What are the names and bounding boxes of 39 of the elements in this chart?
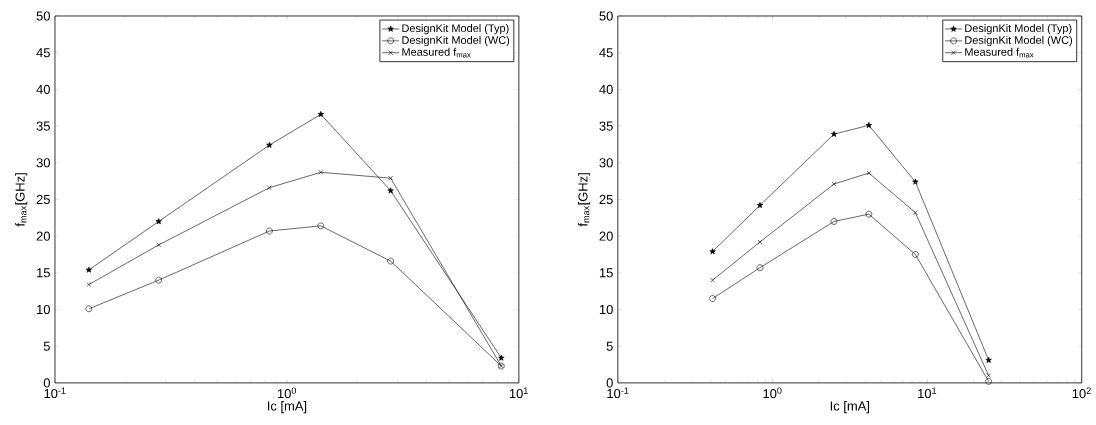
y-axis-title: f$_{max}$[GHz] [578,173,591,227]
x-tick-label: 10$^{0}$ [763,387,782,399]
y-tick-label: 25 [36,194,50,205]
legend-label: Measured f$_{max}$ [965,47,1034,58]
x-tick-label: 10$^{1}$ [509,387,528,399]
y-tick-label: 45 [599,48,613,58]
y-tick-label: 10 [599,304,613,315]
x-tick-label: 10$^{1}$ [918,387,937,399]
y-tick-label: 20 [36,231,50,241]
y-tick-label: 5 [606,341,613,351]
y-tick-label: 50 [36,11,50,21]
x-axis-title: Ic [mA] [830,401,869,414]
legend-label: DesignKit Model (Typ) [402,24,509,35]
y-axis-title: f$_{max}$[GHz] [15,173,28,227]
legend-label: Measured f$_{max}$ [402,47,471,58]
y-tick-label: 20 [599,231,613,241]
y-tick-label: 15 [599,268,613,278]
y-tick-label: 0 [43,378,50,388]
y-tick-label: 15 [37,268,50,278]
x-tick-label: 10$^{-1}$ [44,387,66,399]
legend-label: DesignKit Model (Typ) [965,24,1072,35]
y-tick-label: 40 [36,84,50,95]
x-tick-label: 10$^{2}$ [1072,387,1091,399]
y-tick-label: 30 [36,158,50,168]
x-axis-title: Ic [mA] [267,401,307,414]
y-tick-label: 35 [36,121,50,131]
y-tick-label: 5 [43,341,50,351]
x-tick-label: 10$^{-1}$ [607,387,629,399]
y-tick-label: 0 [606,378,613,388]
y-tick-label: 45 [36,48,50,58]
legend-label: DesignKit Model (WC) [402,35,510,47]
y-tick-label: 10 [37,304,50,315]
y-tick-label: 30 [599,158,613,168]
y-tick-label: 50 [599,11,613,21]
y-tick-label: 25 [599,194,613,205]
y-tick-label: 40 [599,84,613,95]
y-tick-label: 35 [599,121,613,131]
legend-label: DesignKit Model (WC) [965,35,1073,47]
x-tick-label: 10$^{0}$ [277,387,297,399]
